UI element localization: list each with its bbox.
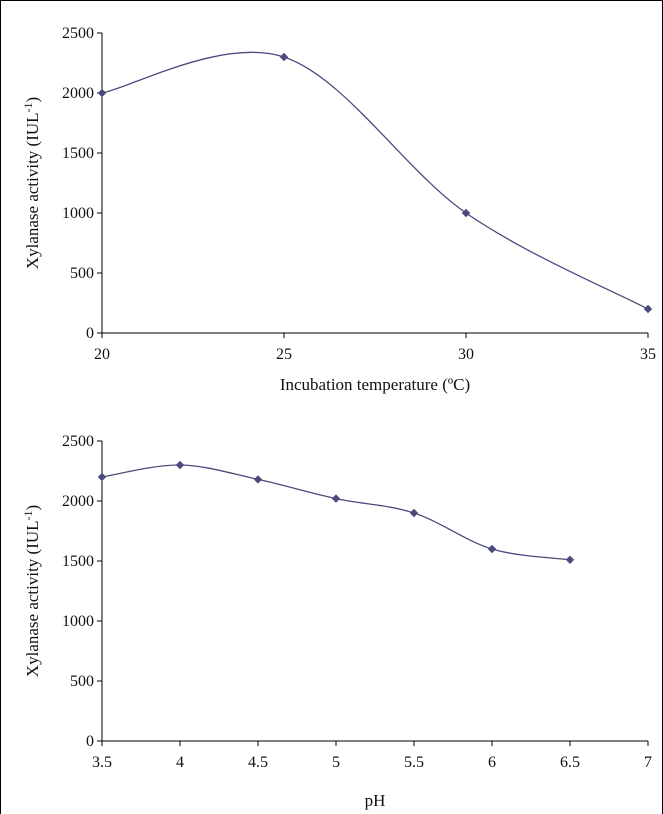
y-tick-label: 1000 xyxy=(62,205,94,222)
x-tick-label: 3.5 xyxy=(92,754,112,771)
data-point xyxy=(409,508,419,518)
series-line xyxy=(101,464,571,561)
x-tick-label: 5 xyxy=(332,754,340,771)
y-tick-label: 2500 xyxy=(62,433,94,450)
data-point xyxy=(461,208,471,218)
y-tick-label: 1000 xyxy=(62,613,94,630)
y-tick-label: 2000 xyxy=(62,85,94,102)
temperature-chart: 0 500 1000 1500 2000 2500 20 25 30 35 Incubation t… xyxy=(21,25,656,394)
ph-chart: 0 500 1000 1500 2000 2500 3.5 4 4.5 5 5.5 6 6.5 7 pH Xy… xyxy=(21,433,652,810)
series-line xyxy=(101,51,649,310)
x-tick-label: 4 xyxy=(176,754,184,771)
y-axis-title-main: Xylanase activity (IUL xyxy=(23,112,42,269)
data-point xyxy=(279,52,289,62)
y-axis-title-main: Xylanase activity (IUL xyxy=(23,520,42,677)
y-axis-title-sup: -1 xyxy=(21,510,35,520)
y-axis-title-sup: -1 xyxy=(21,102,35,112)
x-tick-label: 4.5 xyxy=(248,754,268,771)
x-axis-title: Incubation temperature (ºC) xyxy=(280,375,470,394)
y-tick-label: 1500 xyxy=(62,145,94,162)
data-point xyxy=(253,475,263,484)
y-tick-label: 2000 xyxy=(62,493,94,510)
x-tick-label: 20 xyxy=(94,346,110,363)
y-tick-label: 500 xyxy=(70,265,94,282)
x-tick-label: 30 xyxy=(458,346,474,363)
x-axis-title: pH xyxy=(365,791,386,810)
x-tick-label: 25 xyxy=(276,346,292,363)
y-tick-label: 0 xyxy=(86,733,94,750)
x-tick-label: 35 xyxy=(640,346,656,363)
data-point xyxy=(487,544,497,554)
data-point xyxy=(97,472,107,482)
data-point xyxy=(97,88,107,98)
y-axis-title-close: ) xyxy=(23,505,42,511)
y-axis-title: Xylanase activity (IUL-1) xyxy=(21,505,42,677)
y-axis-title: Xylanase activity (IUL-1) xyxy=(21,97,42,269)
y-tick-label: 500 xyxy=(70,673,94,690)
data-point xyxy=(331,494,341,503)
data-point xyxy=(643,304,653,314)
y-tick-label: 0 xyxy=(86,325,94,342)
x-tick-label: 6 xyxy=(488,754,496,771)
y-tick-label: 1500 xyxy=(62,553,94,570)
x-tick-label: 6.5 xyxy=(560,754,580,771)
y-tick-label: 2500 xyxy=(62,25,94,42)
y-axis-title-close: ) xyxy=(23,97,42,103)
data-point xyxy=(565,555,575,564)
data-point xyxy=(175,460,185,470)
x-tick-label: 7 xyxy=(644,754,652,771)
x-tick-label: 5.5 xyxy=(404,754,424,771)
